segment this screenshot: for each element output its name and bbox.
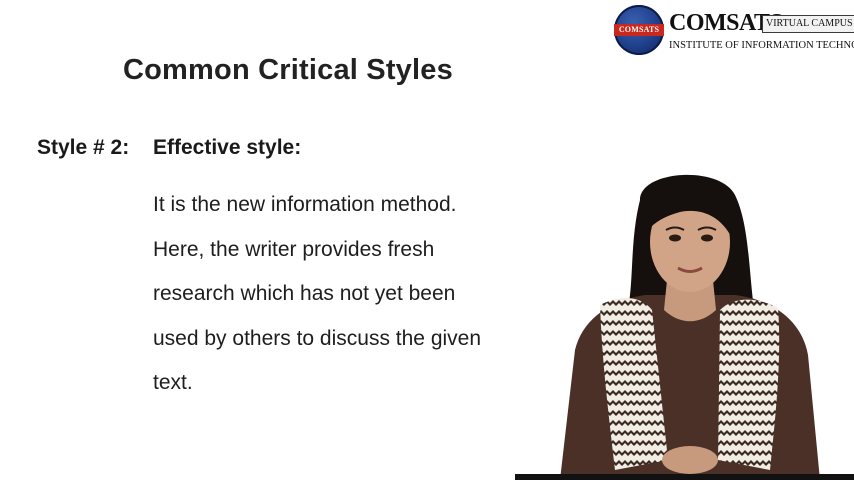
- comsats-logo-icon: COMSATS: [614, 5, 664, 55]
- hands: [662, 446, 718, 474]
- style-name: Effective style:: [153, 136, 302, 159]
- style-description: It is the new information method. Here, …: [153, 183, 533, 406]
- face: [650, 192, 730, 292]
- hair-front: [648, 186, 733, 238]
- scarf-left: [600, 298, 668, 470]
- style-number-label: Style # 2:: [37, 136, 130, 159]
- desk-edge: [515, 474, 854, 480]
- description-line: Here, the writer provides fresh: [153, 237, 435, 261]
- scarf-right: [718, 299, 780, 470]
- description-line: used by others to discuss the given: [153, 326, 482, 350]
- slide-title: Common Critical Styles: [123, 54, 453, 86]
- logo-subtitle: INSTITUTE OF INFORMATION TECHNOLOGY: [669, 40, 854, 51]
- description-line: text.: [153, 371, 193, 394]
- logo-seal-text: COMSATS: [614, 24, 664, 36]
- logo-tag: VIRTUAL CAMPUS: [762, 15, 854, 33]
- comsats-logo: COMSATS COMSATS VIRTUAL CAMPUS INSTITUTE…: [612, 4, 854, 56]
- description-line: research which has not yet been: [153, 282, 456, 305]
- presenter-image: [560, 174, 820, 480]
- description-line: It is the new information method.: [153, 193, 457, 216]
